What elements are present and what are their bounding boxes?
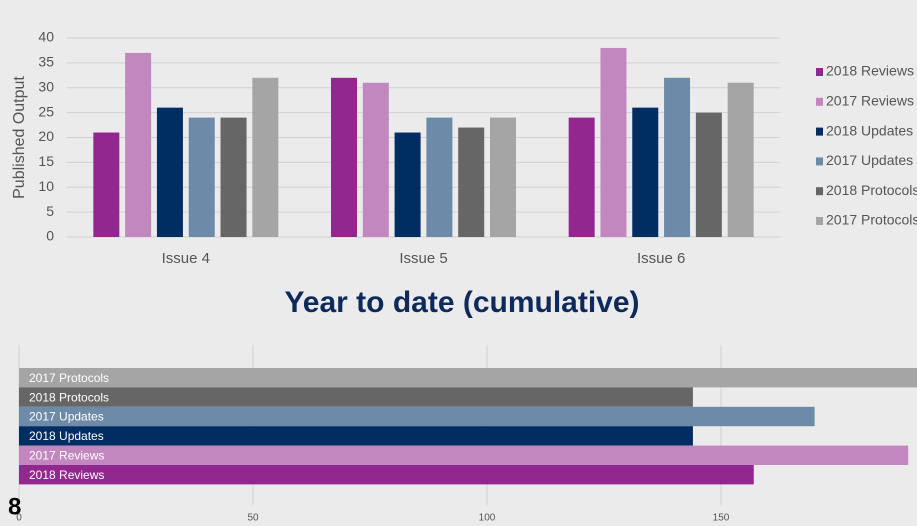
legend-swatch (816, 217, 823, 225)
bar-label: 2018 Reviews (29, 468, 104, 482)
y-tick-label: 35 (38, 54, 54, 70)
bar (125, 52, 152, 237)
bar (19, 387, 693, 407)
legend-swatch (816, 97, 823, 106)
y-tick-label: 25 (38, 103, 54, 119)
legend-label: 2018 Protocols (826, 182, 917, 198)
bar (188, 117, 215, 237)
x-tick-label: 150 (713, 513, 730, 524)
bar-label: 2018 Updates (29, 429, 104, 443)
y-tick-label: 40 (38, 29, 54, 45)
y-tick-label: 5 (46, 203, 54, 219)
bar (252, 77, 279, 237)
legend-swatch (816, 187, 823, 196)
bar (490, 117, 516, 237)
bar (156, 107, 183, 238)
y-axis-label: Published Output (11, 76, 28, 199)
bar (632, 107, 659, 238)
bar (600, 47, 627, 238)
bar (220, 117, 247, 237)
bar (19, 445, 909, 465)
bar (19, 426, 693, 446)
x-tick-label: 0 (16, 513, 22, 524)
bar (19, 465, 754, 485)
x-tick-label: 100 (479, 513, 496, 524)
y-tick-label: 0 (46, 228, 54, 244)
legend-label: 2017 Reviews (826, 93, 914, 109)
x-tick-label: Issue 4 (162, 250, 210, 267)
bar (426, 117, 453, 237)
legend-label: 2017 Updates (826, 152, 913, 168)
y-tick-label: 15 (38, 153, 54, 169)
bar (93, 132, 120, 237)
legend-swatch (816, 157, 823, 166)
x-tick-label: 50 (247, 513, 259, 524)
bar-label: 2018 Protocols (29, 390, 109, 404)
bar (394, 132, 421, 237)
bar-label: 2017 Updates (29, 410, 104, 424)
bar (568, 117, 595, 237)
legend-swatch (816, 68, 823, 76)
legend-label: 2017 Protocols (826, 212, 917, 228)
bar (19, 368, 917, 388)
bar (664, 77, 691, 237)
slide-number: 8 (8, 493, 21, 520)
legend-label: 2018 Reviews (826, 63, 914, 79)
x-tick-label: Issue 5 (399, 250, 447, 267)
bar (331, 77, 357, 237)
y-tick-label: 30 (38, 78, 54, 94)
x-tick-label: Issue 6 (637, 250, 685, 267)
bar-label: 2017 Protocols (29, 371, 109, 385)
chart-title: Year to date (cumulative) (284, 286, 639, 319)
bar (19, 406, 815, 427)
bar (727, 82, 754, 238)
y-tick-label: 20 (38, 128, 54, 144)
legend-swatch (816, 127, 823, 136)
bar (458, 127, 485, 237)
legend-label: 2018 Updates (826, 122, 913, 138)
bar-label: 2017 Reviews (29, 448, 104, 462)
bar (362, 82, 389, 238)
bar (695, 112, 722, 237)
y-tick-label: 10 (38, 178, 54, 194)
